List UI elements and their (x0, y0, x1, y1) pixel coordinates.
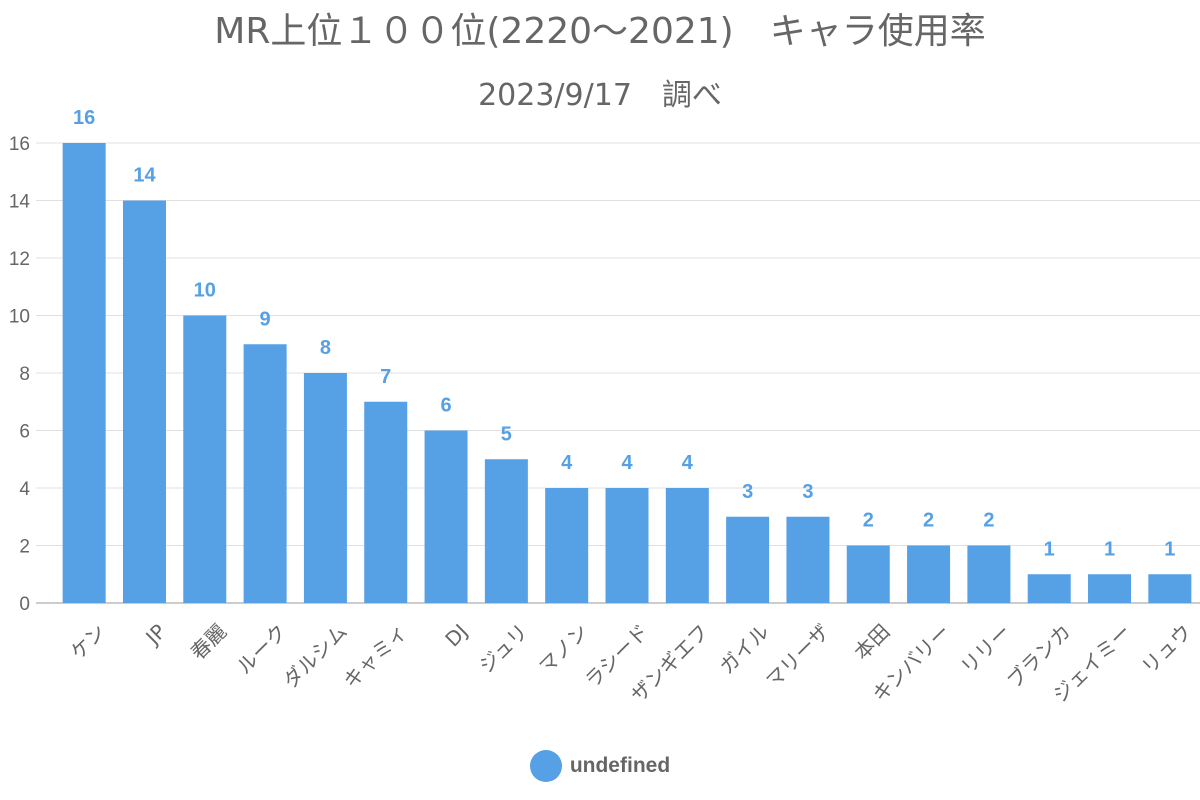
bar (183, 315, 227, 603)
bar (846, 545, 890, 603)
x-tick-label: JP (140, 619, 171, 650)
y-tick-label: 10 (9, 307, 30, 328)
bar (484, 459, 528, 603)
data-label: 4 (621, 452, 633, 474)
bar (665, 488, 709, 603)
y-tick-label: 8 (19, 364, 30, 385)
y-tick-label: 12 (9, 249, 30, 270)
x-tick-label: ルーク (232, 619, 291, 678)
bar (545, 488, 589, 603)
bar (1148, 574, 1192, 603)
data-label: 6 (440, 395, 451, 417)
x-tick-label: マリーザ (761, 619, 834, 692)
data-label: 4 (682, 452, 694, 474)
x-tick-label: ガイル (715, 619, 774, 678)
data-label: 14 (133, 165, 156, 187)
bar (1088, 574, 1132, 603)
bar (243, 344, 287, 603)
bar (303, 373, 347, 603)
bar (967, 545, 1011, 603)
x-tick-label: DJ (440, 619, 472, 651)
legend-swatch (529, 750, 562, 782)
y-tick-label: 2 (19, 537, 30, 558)
y-tick-label: 16 (9, 134, 30, 155)
data-label: 1 (1044, 538, 1055, 560)
bar (62, 143, 106, 603)
x-tick-label: 春麗 (186, 619, 231, 664)
legend-label: undefined (569, 754, 671, 777)
bar (726, 516, 770, 603)
bar (605, 488, 649, 603)
x-tick-label: ケン (66, 619, 111, 664)
data-label: 9 (260, 308, 271, 330)
bar (786, 516, 830, 603)
x-tick-label: ダルシム (278, 619, 352, 693)
data-label: 8 (320, 337, 331, 359)
bar (424, 430, 468, 603)
data-label: 10 (194, 280, 216, 302)
chart-title: MR上位１００位(2220〜2021) キャラ使用率 (214, 11, 986, 52)
data-label: 3 (742, 481, 753, 503)
x-tick-label: リュウ (1137, 619, 1196, 678)
y-tick-label: 4 (19, 479, 30, 500)
data-label: 3 (802, 481, 813, 503)
bar (122, 200, 166, 603)
data-label: 7 (380, 366, 391, 388)
data-label: 2 (863, 510, 874, 532)
x-tick-label: 本田 (849, 619, 894, 664)
data-label: 4 (561, 452, 573, 474)
data-label: 1 (1164, 538, 1175, 560)
data-label: 2 (923, 510, 934, 532)
bar (1027, 574, 1071, 603)
data-label: 16 (73, 107, 95, 129)
bar (364, 401, 408, 603)
x-tick-label: リリー (956, 619, 1015, 678)
chart-subtitle: 2023/9/17 調べ (478, 78, 722, 113)
x-tick-label: ジュリ (474, 619, 532, 677)
x-tick-label: キャミィ (338, 619, 412, 693)
y-tick-label: 6 (19, 422, 30, 443)
data-label: 1 (1104, 538, 1115, 560)
legend[interactable]: undefined (0, 750, 1200, 782)
data-label: 2 (983, 510, 994, 532)
y-tick-label: 0 (19, 594, 30, 615)
data-label: 5 (501, 423, 512, 445)
y-tick-label: 14 (9, 192, 31, 213)
bar (907, 545, 951, 603)
x-tick-label: マノン (534, 619, 593, 678)
